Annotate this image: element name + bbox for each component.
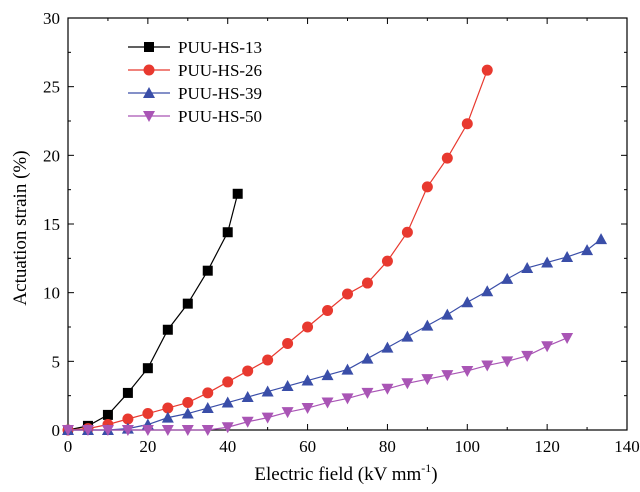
data-point <box>322 369 334 380</box>
data-point <box>421 320 433 331</box>
data-point <box>361 388 373 399</box>
data-point <box>182 408 194 419</box>
data-point <box>143 363 153 373</box>
x-tick-label: 120 <box>534 437 560 456</box>
legend-item: PUU-HS-26 <box>128 61 262 80</box>
data-point <box>402 227 413 238</box>
x-axis-label: Electric field (kV mm-1) <box>254 461 437 485</box>
y-tick-label: 5 <box>52 352 61 371</box>
data-point <box>581 244 593 255</box>
data-point <box>595 233 607 244</box>
legend-item: PUU-HS-50 <box>128 107 262 126</box>
series-layer <box>62 65 607 436</box>
data-point <box>302 322 313 333</box>
data-point <box>203 266 213 276</box>
data-point <box>282 380 294 391</box>
series-puu-hs-13 <box>63 189 243 435</box>
data-point <box>362 278 373 289</box>
data-point <box>342 364 354 375</box>
data-point <box>541 341 553 352</box>
x-tick-label: 60 <box>299 437 316 456</box>
data-point <box>242 417 254 428</box>
data-point <box>282 338 293 349</box>
data-point <box>482 65 493 76</box>
y-tick-label: 0 <box>52 421 61 440</box>
y-tick-label: 25 <box>43 78 60 97</box>
data-point <box>163 325 173 335</box>
data-point <box>501 273 513 284</box>
data-point <box>561 251 573 262</box>
data-point <box>462 118 473 129</box>
legend-label: PUU-HS-26 <box>178 61 262 80</box>
data-point <box>302 375 314 386</box>
x-tick-label: 140 <box>614 437 640 456</box>
data-point <box>242 365 253 376</box>
x-tick-label: 20 <box>139 437 156 456</box>
data-point <box>282 407 294 418</box>
series-puu-hs-39 <box>62 233 607 435</box>
data-point <box>382 256 393 267</box>
data-point <box>202 387 213 398</box>
data-point <box>561 333 573 344</box>
data-point <box>481 285 493 296</box>
data-point <box>521 351 533 362</box>
data-point <box>541 256 553 267</box>
data-point <box>182 397 193 408</box>
data-point <box>322 305 333 316</box>
x-axis-label-suffix: ) <box>431 464 437 485</box>
data-point <box>123 388 133 398</box>
data-point <box>441 309 453 320</box>
data-point <box>481 360 493 371</box>
y-axis-label: Actuation strain (%) <box>10 150 31 305</box>
data-point <box>223 227 233 237</box>
data-point <box>222 376 233 387</box>
data-point <box>262 386 274 397</box>
legend-label: PUU-HS-50 <box>178 107 262 126</box>
data-point <box>361 353 373 364</box>
y-tick-label: 20 <box>43 146 60 165</box>
data-point <box>262 354 273 365</box>
data-point <box>103 410 113 420</box>
data-point <box>183 299 193 309</box>
x-tick-label: 80 <box>379 437 396 456</box>
legend-label: PUU-HS-13 <box>178 38 262 57</box>
data-point <box>521 262 533 273</box>
data-point <box>422 181 433 192</box>
series-puu-hs-50 <box>62 333 573 436</box>
data-point <box>202 402 214 413</box>
x-axis-label-sup: -1 <box>421 461 431 475</box>
x-axis-label-main: Electric field (kV mm <box>254 464 421 485</box>
data-point <box>401 331 413 342</box>
data-point <box>233 189 243 199</box>
x-tick-label: 100 <box>455 437 481 456</box>
x-tick-label: 40 <box>219 437 236 456</box>
legend-item: PUU-HS-39 <box>128 84 262 103</box>
series-line <box>68 338 567 430</box>
data-point <box>442 153 453 164</box>
legend-label: PUU-HS-39 <box>178 84 262 103</box>
data-point <box>322 398 334 409</box>
data-point <box>461 296 473 307</box>
legend-marker <box>144 65 155 76</box>
data-point <box>401 378 413 389</box>
x-tick-label: 0 <box>64 437 73 456</box>
data-point <box>342 289 353 300</box>
data-point <box>242 391 254 402</box>
y-tick-label: 15 <box>43 215 60 234</box>
data-point <box>381 342 393 353</box>
legend: PUU-HS-13 PUU-HS-26 PUU-HS-39 PUU-HS-50 <box>128 38 262 126</box>
data-point <box>142 408 153 419</box>
y-tick-label: 30 <box>43 9 60 28</box>
y-tick-label: 10 <box>43 284 60 303</box>
legend-marker <box>144 42 154 52</box>
legend-item: PUU-HS-13 <box>128 38 262 57</box>
data-point <box>222 397 234 408</box>
